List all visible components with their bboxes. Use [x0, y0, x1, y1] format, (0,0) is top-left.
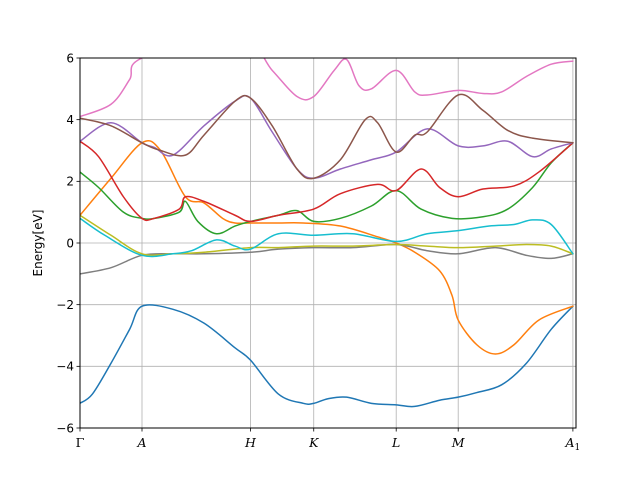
y-tick-label: 4 [66, 113, 74, 127]
kpoint-label: L [391, 435, 400, 450]
y-tick-label: 2 [66, 175, 74, 189]
series-layer [80, 58, 574, 408]
band-line-4 [80, 140, 574, 223]
kpoint-label: A [136, 435, 146, 450]
band-line-6 [80, 93, 574, 180]
kpoint-label: H [244, 435, 257, 450]
kpoint-label: K [308, 435, 319, 450]
band-line-7 [80, 58, 574, 118]
y-tick-label: 0 [66, 236, 74, 250]
kpoint-label: A1 [565, 435, 581, 453]
y-axis-label: Energy[eV] [31, 210, 45, 277]
y-tick-label: −4 [56, 360, 74, 374]
grid [79, 57, 576, 429]
kpoint-label: M [451, 435, 466, 450]
y-tick-label: −6 [56, 421, 74, 435]
band-line-1 [80, 304, 574, 408]
band-line-8 [80, 243, 574, 275]
y-tick-label: −2 [56, 298, 74, 312]
kpoint-label: Γ [76, 435, 85, 450]
band-line-9 [80, 214, 574, 256]
ticks: −6 −4 −2 0 2 4 6 Γ A H K L M A1 [56, 51, 580, 453]
y-tick-label: 6 [66, 51, 74, 65]
band-line-10 [80, 217, 574, 258]
band-line-2 [80, 140, 574, 355]
